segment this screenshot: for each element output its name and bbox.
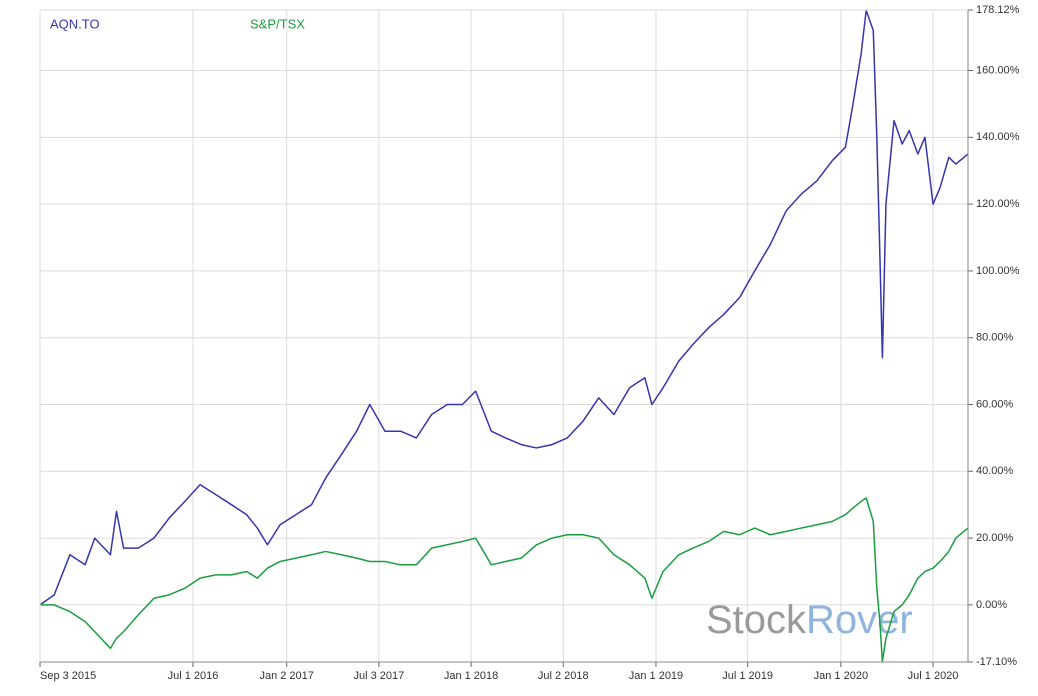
- x-tick-label: Jul 3 2017: [353, 670, 404, 682]
- series-line: [39, 9, 969, 606]
- x-tick-label: Jul 2 2018: [538, 670, 589, 682]
- x-tick-label: Jan 1 2020: [814, 670, 868, 682]
- y-tick-label: 160.00%: [976, 64, 1020, 76]
- legend-entry: AQN.TO: [50, 16, 100, 31]
- x-tick-label: Jul 1 2019: [722, 670, 773, 682]
- y-tick-label: 0.00%: [976, 599, 1007, 611]
- x-tick-label: Jul 1 2016: [168, 670, 219, 682]
- y-tick-label: 80.00%: [976, 332, 1014, 344]
- y-tick-label: 140.00%: [976, 131, 1020, 143]
- watermark-stock: Stock: [706, 598, 807, 642]
- x-tick-label: Jan 2 2017: [259, 670, 313, 682]
- watermark: StockRover: [706, 598, 913, 642]
- y-tick-label: 120.00%: [976, 198, 1020, 210]
- y-tick-label: 178.12%: [976, 4, 1020, 16]
- series-line: [40, 497, 969, 663]
- watermark-rover: Rover: [806, 598, 913, 642]
- x-tick-label: Sep 3 2015: [40, 670, 96, 682]
- lines: [39, 9, 969, 663]
- legend-entry: S&P/TSX: [250, 16, 305, 31]
- x-tick-label: Jul 1 2020: [908, 670, 959, 682]
- watermark-text: StockRover: [706, 598, 913, 642]
- y-tick-label: 60.00%: [976, 398, 1014, 410]
- x-tick-label: Jan 1 2018: [444, 670, 498, 682]
- x-tick-label: Jan 1 2019: [629, 670, 683, 682]
- axes: -17.10% 0.00% 20.00% 40.00% 60.00% 80.00% 100.…: [39, 4, 1020, 682]
- legend: AQN.TO S&P/TSX: [50, 16, 305, 31]
- y-tick-label: 40.00%: [976, 465, 1014, 477]
- y-tick-label: 100.00%: [976, 265, 1020, 277]
- y-tick-label: 20.00%: [976, 532, 1014, 544]
- y-tick-label: -17.10%: [976, 656, 1017, 668]
